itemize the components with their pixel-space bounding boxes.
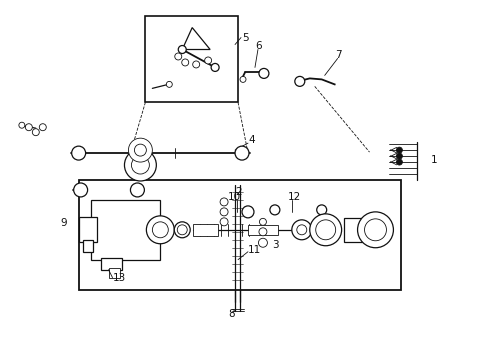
Text: 3: 3	[272, 240, 278, 250]
Bar	[248, 225, 278, 235]
Text: 4: 4	[248, 135, 255, 145]
Circle shape	[316, 220, 336, 240]
Text: 1: 1	[431, 155, 438, 165]
Circle shape	[220, 198, 228, 206]
Circle shape	[174, 222, 190, 238]
Circle shape	[259, 219, 267, 225]
Text: 5: 5	[242, 32, 248, 42]
Circle shape	[259, 68, 269, 78]
Circle shape	[220, 208, 228, 216]
Bar	[193, 224, 218, 236]
Bar	[78, 217, 97, 242]
Circle shape	[205, 57, 212, 64]
Circle shape	[131, 156, 149, 174]
Circle shape	[72, 146, 86, 160]
Circle shape	[240, 76, 246, 82]
Circle shape	[396, 147, 402, 153]
Text: 9: 9	[61, 218, 67, 228]
Circle shape	[182, 59, 189, 66]
Circle shape	[177, 225, 187, 235]
Circle shape	[130, 183, 145, 197]
Bar	[318, 204, 332, 216]
Circle shape	[292, 220, 312, 240]
Circle shape	[396, 159, 402, 165]
Text: 13: 13	[113, 273, 126, 283]
Bar	[78, 180, 401, 289]
Bar	[146, 15, 238, 102]
Circle shape	[220, 218, 228, 226]
Circle shape	[358, 212, 393, 248]
Circle shape	[32, 129, 39, 136]
Text: 11: 11	[248, 245, 261, 255]
Circle shape	[295, 76, 305, 86]
Circle shape	[235, 146, 249, 160]
Text: 10: 10	[228, 192, 241, 202]
Circle shape	[124, 149, 156, 181]
Circle shape	[178, 45, 186, 54]
Circle shape	[242, 206, 254, 218]
Circle shape	[152, 222, 168, 238]
Text: 6: 6	[255, 41, 262, 50]
Circle shape	[365, 219, 387, 241]
Circle shape	[19, 122, 25, 128]
Circle shape	[396, 153, 402, 159]
Text: 8: 8	[228, 310, 235, 319]
Circle shape	[147, 216, 174, 244]
Text: 12: 12	[288, 192, 301, 202]
Bar	[108, 268, 121, 278]
Text: 2: 2	[235, 187, 242, 197]
Circle shape	[193, 61, 200, 68]
Bar	[343, 218, 362, 242]
Text: 7: 7	[335, 50, 341, 60]
Circle shape	[166, 81, 172, 87]
Circle shape	[128, 138, 152, 162]
Circle shape	[175, 53, 182, 60]
Circle shape	[259, 228, 267, 236]
Circle shape	[297, 225, 307, 235]
Circle shape	[25, 124, 32, 131]
Circle shape	[258, 238, 268, 247]
Circle shape	[39, 124, 46, 131]
Circle shape	[317, 205, 327, 215]
Circle shape	[310, 214, 342, 246]
Bar	[100, 258, 122, 270]
Circle shape	[74, 183, 88, 197]
Bar	[83, 240, 93, 252]
Circle shape	[134, 144, 147, 156]
Circle shape	[211, 63, 219, 71]
Circle shape	[270, 205, 280, 215]
Bar	[91, 200, 160, 260]
